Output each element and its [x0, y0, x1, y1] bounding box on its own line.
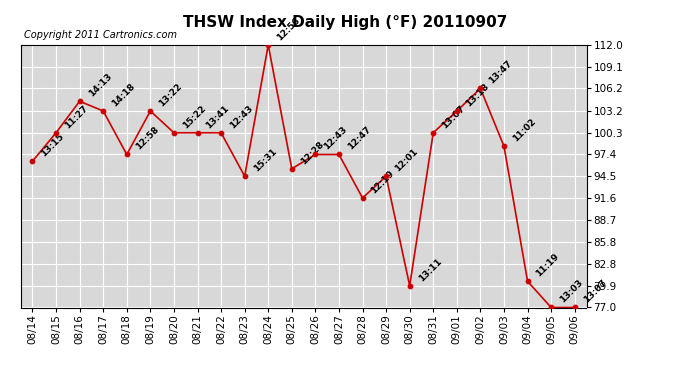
- Text: 15:31: 15:31: [252, 147, 278, 174]
- Point: [546, 304, 557, 310]
- Point: [27, 158, 38, 164]
- Text: 11:27: 11:27: [63, 103, 90, 130]
- Point: [168, 130, 179, 136]
- Point: [263, 42, 274, 48]
- Point: [50, 130, 61, 136]
- Point: [121, 152, 132, 157]
- Point: [310, 152, 321, 157]
- Text: 12:47: 12:47: [346, 125, 373, 152]
- Point: [522, 278, 533, 284]
- Point: [98, 108, 109, 114]
- Point: [286, 166, 297, 172]
- Text: 11:02: 11:02: [511, 117, 538, 144]
- Text: 12:19: 12:19: [369, 168, 396, 195]
- Text: 13:22: 13:22: [157, 82, 184, 108]
- Text: Copyright 2011 Cartronics.com: Copyright 2011 Cartronics.com: [23, 30, 177, 40]
- Point: [475, 86, 486, 92]
- Text: 11:19: 11:19: [535, 252, 561, 279]
- Point: [428, 130, 439, 136]
- Point: [357, 195, 368, 201]
- Point: [333, 152, 344, 157]
- Text: 13:11: 13:11: [417, 256, 443, 283]
- Point: [74, 98, 85, 104]
- Text: 12:01: 12:01: [393, 147, 420, 174]
- Text: 12:28: 12:28: [299, 140, 326, 166]
- Point: [498, 143, 509, 149]
- Text: 12:43: 12:43: [228, 103, 255, 130]
- Point: [569, 304, 580, 310]
- Point: [451, 108, 462, 114]
- Point: [404, 283, 415, 289]
- Text: 14:13: 14:13: [86, 72, 113, 99]
- Point: [381, 173, 392, 179]
- Text: 13:41: 13:41: [204, 103, 231, 130]
- Text: 13:07: 13:07: [440, 104, 467, 130]
- Text: 14:18: 14:18: [110, 81, 137, 108]
- Text: 13:07: 13:07: [582, 278, 609, 305]
- Point: [192, 130, 203, 136]
- Text: 13:15: 13:15: [39, 132, 66, 159]
- Text: 13:18: 13:18: [464, 82, 491, 108]
- Text: 12:56: 12:56: [275, 16, 302, 42]
- Text: 15:22: 15:22: [181, 104, 208, 130]
- Text: THSW Index Daily High (°F) 20110907: THSW Index Daily High (°F) 20110907: [183, 15, 507, 30]
- Text: 13:47: 13:47: [487, 59, 514, 86]
- Text: 13:03: 13:03: [558, 278, 584, 305]
- Text: 12:43: 12:43: [322, 125, 349, 152]
- Text: 12:58: 12:58: [134, 125, 160, 152]
- Point: [239, 173, 250, 179]
- Point: [145, 108, 156, 114]
- Point: [215, 130, 226, 136]
